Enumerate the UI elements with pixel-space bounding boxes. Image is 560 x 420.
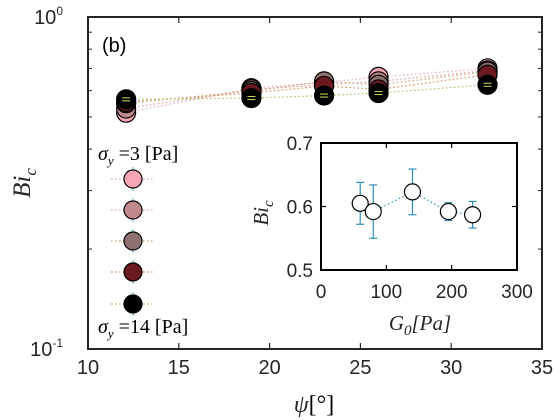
inset-y-tick-label: 0.6 [287, 198, 313, 219]
main-x-tick-label: 15 [168, 357, 190, 379]
inset-x-tick-label: 0 [316, 282, 327, 303]
main-series-line [126, 69, 488, 110]
inset-data-point [439, 202, 457, 221]
inset-data-point [364, 202, 382, 221]
inset-x-tick-label: 300 [501, 282, 533, 303]
inset-plot: 0 100 200 300 0.5 0.6 0.7 Bic G0[Pa] [249, 134, 533, 339]
legend-markers [111, 167, 155, 316]
inset-y-axis-label: Bic [249, 200, 277, 226]
panel-label: (b) [102, 35, 126, 57]
legend-marker [123, 200, 143, 220]
main-series-points [116, 58, 498, 123]
inset-axes-frame [320, 142, 518, 271]
inset-series [351, 168, 482, 239]
main-x-ticks: 10 15 20 25 30 35 [77, 17, 553, 379]
inset-x-tick-label: 100 [370, 282, 402, 303]
legend-marker [123, 294, 143, 314]
legend-marker [123, 169, 143, 189]
inset-y-tick-label: 0.5 [287, 261, 313, 282]
main-data-point [313, 85, 335, 106]
inset-data-point [463, 206, 482, 224]
inset-x-axis-label: G0[Pa] [389, 311, 451, 339]
inset-data-point [351, 194, 369, 212]
main-data-point [368, 82, 389, 104]
inset-y-tick-label: 0.7 [287, 134, 313, 155]
main-x-tick-label: 30 [440, 357, 462, 379]
legend-top-label: σy =3 [Pa] [98, 143, 178, 168]
inset-x-tick-label: 200 [436, 282, 468, 303]
main-x-tick-label: 35 [531, 357, 553, 379]
legend-marker [123, 231, 143, 251]
main-x-tick-label: 10 [77, 357, 99, 379]
main-y-tick-label: 10-1 [30, 336, 63, 361]
main-y-axis-label: Bic [9, 168, 40, 198]
inset-data-point [403, 183, 422, 201]
inset-y-ticks: 0.5 0.6 0.7 [287, 134, 517, 282]
legend-marker [123, 262, 143, 282]
main-data-point [477, 74, 498, 95]
main-data-point [116, 89, 137, 110]
main-y-tick-label: 100 [34, 4, 63, 29]
main-y-ticks: 10-1 100 [30, 4, 542, 361]
main-data-point [241, 87, 262, 109]
main-x-axis-label: ψ[°] [294, 392, 335, 418]
main-x-tick-label: 20 [258, 357, 280, 379]
inset-x-ticks: 0 100 200 300 [316, 143, 533, 303]
main-series-line [126, 84, 488, 100]
main-x-tick-label: 25 [349, 357, 371, 379]
legend-bottom-label: σy =14 [Pa] [98, 316, 188, 341]
